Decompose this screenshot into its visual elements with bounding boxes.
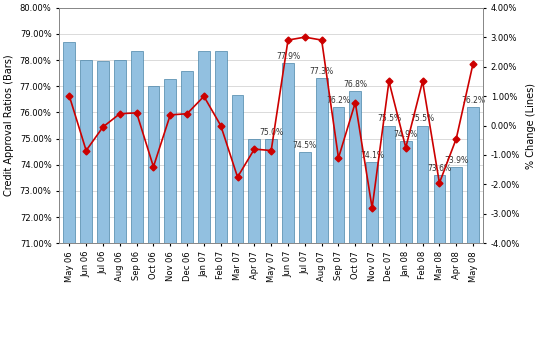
Bar <box>383 125 395 338</box>
Bar <box>333 107 345 338</box>
Bar <box>349 92 361 338</box>
Y-axis label: % Change (Lines): % Change (Lines) <box>526 82 536 169</box>
Bar <box>147 86 159 338</box>
Text: 77.9%: 77.9% <box>276 52 300 61</box>
Bar <box>434 175 445 338</box>
Bar <box>181 71 193 338</box>
Bar <box>366 162 378 338</box>
Bar <box>164 79 176 338</box>
Text: 76.2%: 76.2% <box>327 96 350 105</box>
Bar <box>400 141 411 338</box>
Text: 76.8%: 76.8% <box>343 80 367 89</box>
Bar <box>450 167 462 338</box>
Bar <box>131 51 143 338</box>
Bar <box>417 125 428 338</box>
Text: 76.2%: 76.2% <box>461 96 485 105</box>
Bar <box>248 139 260 338</box>
Bar <box>282 63 294 338</box>
Bar <box>97 61 109 338</box>
Bar <box>467 107 479 338</box>
Text: 75.5%: 75.5% <box>377 115 401 123</box>
Bar <box>198 51 210 338</box>
Bar <box>299 152 310 338</box>
Text: 73.6%: 73.6% <box>427 164 451 173</box>
Text: 75.5%: 75.5% <box>410 115 435 123</box>
Bar <box>63 43 75 338</box>
Text: 77.3%: 77.3% <box>309 67 334 76</box>
Text: 74.9%: 74.9% <box>394 130 418 139</box>
Text: 73.9%: 73.9% <box>444 156 468 165</box>
Bar <box>80 60 92 338</box>
Text: 75.0%: 75.0% <box>259 127 284 137</box>
Bar <box>215 51 227 338</box>
Y-axis label: Credit Approval Ratios (Bars): Credit Approval Ratios (Bars) <box>4 55 14 196</box>
Bar <box>232 95 244 338</box>
Bar <box>114 60 126 338</box>
Text: 74.5%: 74.5% <box>293 141 317 150</box>
Bar <box>316 78 328 338</box>
Bar <box>265 139 277 338</box>
Text: 74.1%: 74.1% <box>360 151 384 160</box>
